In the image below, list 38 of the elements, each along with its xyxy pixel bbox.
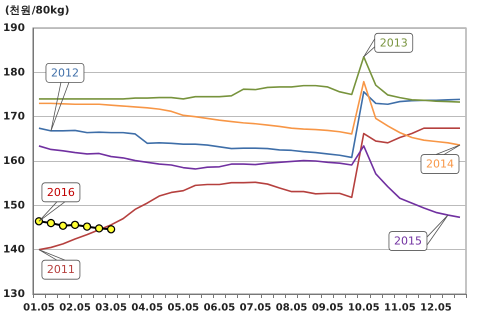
point — [34, 217, 44, 226]
y-tick-label: 160 — [2, 155, 25, 167]
y-tick-label: 150 — [2, 199, 25, 212]
x-tick-label: 01.05 — [23, 302, 55, 314]
line-series — [38, 127, 461, 250]
x-tick-label: 04.05 — [131, 302, 164, 314]
line-series — [38, 145, 461, 218]
x-tick-label: 08.05 — [276, 302, 308, 314]
text: 2015 — [394, 234, 422, 248]
series-label: 2016 — [46, 186, 75, 199]
point — [82, 222, 92, 231]
x-tick-label: 05.05 — [167, 302, 200, 314]
y-tick-label: 190 — [2, 22, 25, 34]
y-tick-label: 130 — [2, 288, 25, 300]
series-label: 2014 — [426, 158, 454, 171]
point — [58, 222, 68, 230]
line-series — [38, 80, 461, 146]
point — [46, 218, 56, 228]
x-tick-label: 11.05 — [384, 302, 416, 314]
x-tick-label: 06.05 — [204, 302, 236, 314]
y-axis-title: (천원/80kg) — [4, 4, 70, 16]
line-series — [38, 91, 461, 158]
y-tick-label: 170 — [2, 110, 25, 123]
point — [107, 225, 116, 234]
line-series — [38, 56, 461, 103]
series-label: 2011 — [46, 263, 75, 276]
x-tick-label: 03.05 — [95, 302, 127, 314]
point — [70, 220, 80, 229]
x-tick-label: 07.05 — [240, 302, 272, 314]
x-tick-label: 10.05 — [348, 302, 380, 314]
y-tick-label: 140 — [2, 244, 25, 256]
point — [94, 224, 104, 232]
y-tick-label: 180 — [2, 66, 25, 78]
x-tick-label: 09.05 — [312, 302, 344, 314]
x-tick-label: 12.05 — [420, 302, 452, 314]
series-label: 2013 — [380, 36, 408, 50]
text: 2012 — [50, 66, 79, 80]
x-tick-label: 02.05 — [59, 302, 91, 314]
